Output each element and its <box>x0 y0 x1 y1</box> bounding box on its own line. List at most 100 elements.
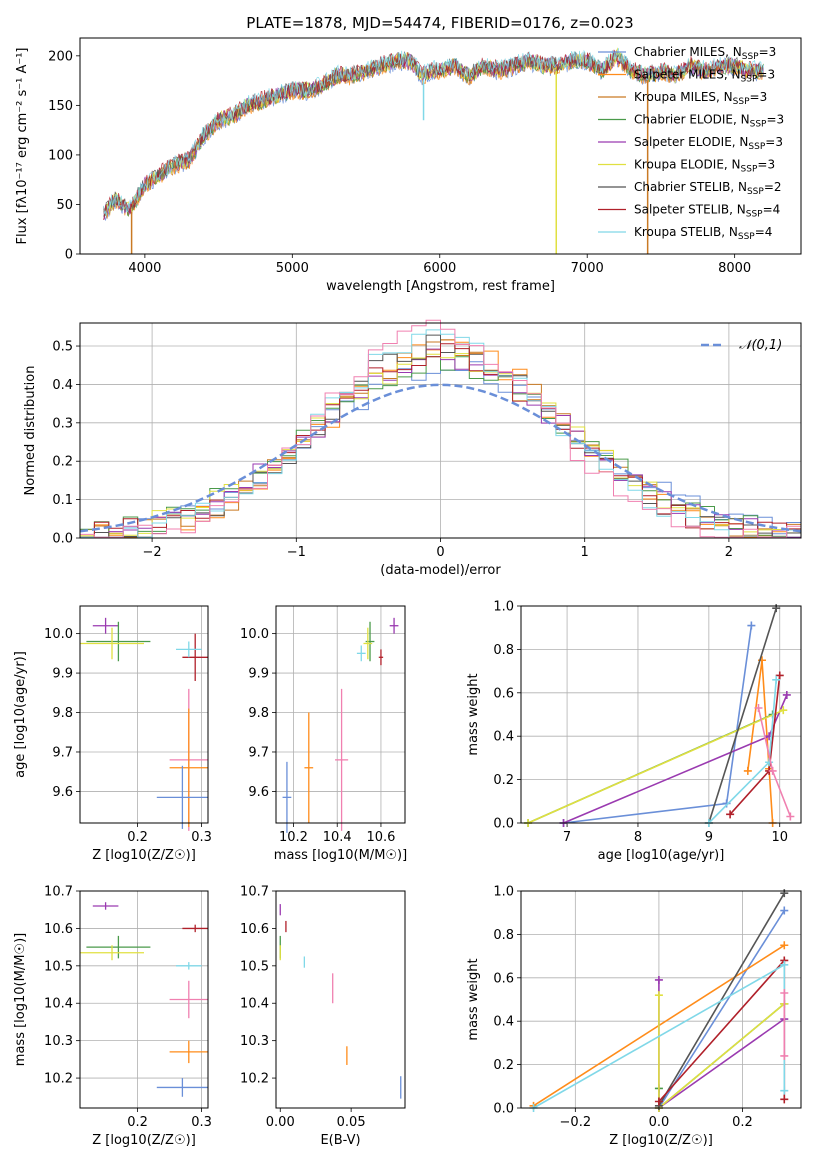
y-tick-label: 10.6 <box>44 922 73 937</box>
weight-marker <box>780 1095 789 1104</box>
y-tick-label: 0.3 <box>52 416 73 431</box>
weight-series <box>658 995 785 1110</box>
weight-vs-Z-panel: −0.2 0.0 0.2 0.0 0.2 0.4 0.6 0.8 1.0 Z [log10(Z/Z… <box>466 885 802 1148</box>
x-tick-label: 10.6 <box>366 830 395 845</box>
y-tick-label: 0.4 <box>52 378 73 393</box>
y-axis-label: mass weight <box>466 673 481 755</box>
x-axis-label: age [log10(age/yr)] <box>598 848 725 863</box>
y-tick-label: 0.1 <box>52 493 73 508</box>
weight-marker <box>780 1086 789 1095</box>
y-tick-label: 9.6 <box>52 785 73 800</box>
weight-marker <box>743 766 752 775</box>
y-tick-label: 0.2 <box>52 455 73 470</box>
axes-frame <box>79 605 209 824</box>
y-tick-label: 10.4 <box>44 997 73 1012</box>
x-tick-label: 6000 <box>423 261 456 276</box>
weight-marker <box>768 766 777 775</box>
y-tick-label: 0.6 <box>493 686 514 701</box>
x-axis-label: Z [log10(Z/Z☉)] <box>92 848 196 863</box>
weight-marker <box>654 1097 663 1106</box>
weight-marker <box>780 988 789 997</box>
x-axis-label: wavelength [Angstrom, rest frame] <box>326 279 555 294</box>
y-tick-label: 9.8 <box>248 706 269 721</box>
y-axis-label: mass [log10(M/M☉)] <box>13 933 28 1066</box>
weight-series <box>658 958 786 1103</box>
weight-series <box>527 709 784 824</box>
legend-label: Chabrier ELODIE, NSSP=3 <box>634 113 784 130</box>
x-tick-label: 0.05 <box>337 1115 366 1130</box>
y-tick-label: 10.7 <box>44 885 73 900</box>
x-tick-label: 8 <box>634 830 642 845</box>
age-vs-mass-panel: 10.2 10.4 10.6 9.6 9.7 9.8 9.9 10.0 mass [log10(… <box>240 605 407 863</box>
y-tick-label: 10.2 <box>44 1072 73 1087</box>
y-tick-label: 0.6 <box>493 971 514 986</box>
y-tick-label: 0.2 <box>493 773 514 788</box>
histogram-series <box>80 319 801 538</box>
weight-marker <box>786 812 795 821</box>
weight-marker <box>780 960 789 969</box>
y-tick-label: 200 <box>48 49 73 64</box>
weight-marker <box>765 758 774 767</box>
axes-frame <box>275 605 406 824</box>
y-tick-label: 0.0 <box>52 532 73 547</box>
y-tick-label: 9.9 <box>248 667 269 682</box>
y-tick-label: 10.2 <box>240 1072 269 1087</box>
y-tick-label: 10.6 <box>240 922 269 937</box>
y-tick-label: 10.3 <box>240 1034 269 1049</box>
legend-label: Salpeter STELIB, NSSP=4 <box>634 203 780 220</box>
weight-marker <box>779 706 788 715</box>
x-axis-label: E(B-V) <box>320 1133 360 1148</box>
y-tick-label: 0.8 <box>493 928 514 943</box>
x-tick-label: 10.4 <box>323 830 352 845</box>
y-tick-label: 10.7 <box>240 885 269 900</box>
y-tick-label: 50 <box>56 198 73 213</box>
residuals-panel: −2 −1 0 1 2 0.0 0.1 0.2 0.3 0.4 0.5 (data-model)/er… <box>23 319 802 578</box>
axes-frame <box>79 322 802 539</box>
x-tick-label: 4000 <box>128 261 161 276</box>
weight-marker <box>654 975 663 984</box>
y-tick-label: 10.3 <box>44 1034 73 1049</box>
y-tick-label: 1.0 <box>493 600 514 615</box>
axes-frame <box>520 890 802 1109</box>
y-axis-label: Normed distribution <box>23 366 38 496</box>
legend-label: Kroupa STELIB, NSSP=4 <box>634 225 772 242</box>
normal-reference-curve <box>79 383 802 533</box>
legend-label: Kroupa MILES, NSSP=3 <box>634 90 767 107</box>
x-tick-label: 2 <box>725 545 733 560</box>
x-tick-label: −2 <box>143 545 162 560</box>
weight-marker <box>772 604 781 613</box>
weight-marker <box>654 991 663 1000</box>
axes-frame <box>520 605 802 824</box>
x-tick-label: 0.3 <box>191 830 212 845</box>
axes-frame <box>79 890 209 1109</box>
weight-vs-age-panel: 7 8 9 10 0.0 0.2 0.4 0.6 0.8 1.0 age [log10(age/yr… <box>466 600 802 863</box>
y-tick-label: 0.5 <box>52 340 73 355</box>
figure-title: PLATE=1878, MJD=54474, FIBERID=0176, z=0… <box>246 14 633 32</box>
y-tick-label: 9.8 <box>52 706 73 721</box>
mass-vs-ebv-panel: 0.00 0.05 10.2 10.3 10.4 10.5 10.6 10.7 E(B-V) <box>240 885 406 1148</box>
weight-marker <box>726 810 735 819</box>
y-tick-label: 100 <box>48 148 73 163</box>
x-tick-label: −1 <box>287 545 306 560</box>
weight-series <box>658 892 785 1107</box>
age-vs-Z-panel: 0.2 0.3 9.6 9.7 9.8 9.9 10.0 Z [log10(Z/Z☉)] age… <box>13 605 212 863</box>
weight-series <box>658 910 785 1109</box>
y-tick-label: 0.4 <box>493 730 514 745</box>
y-tick-label: 9.7 <box>248 745 269 760</box>
x-tick-label: 1 <box>581 545 589 560</box>
legend-label: Salpeter ELODIE, NSSP=3 <box>634 135 783 152</box>
weight-marker <box>772 675 781 684</box>
legend-label: 𝒩(0,1) <box>739 338 782 353</box>
x-axis-label: Z [log10(Z/Z☉)] <box>609 1133 713 1148</box>
weight-series <box>563 694 788 824</box>
axes-frame <box>275 890 406 1109</box>
y-tick-label: 10.0 <box>240 627 269 642</box>
y-tick-label: 10.4 <box>240 997 269 1012</box>
legend-label: Chabrier MILES, NSSP=3 <box>634 45 776 62</box>
y-tick-label: 10.0 <box>44 627 73 642</box>
x-axis-label: mass [log10(M/M☉)] <box>274 848 407 863</box>
y-tick-label: 0 <box>65 248 73 263</box>
x-tick-label: 8000 <box>718 261 751 276</box>
x-tick-label: 10.2 <box>279 830 308 845</box>
